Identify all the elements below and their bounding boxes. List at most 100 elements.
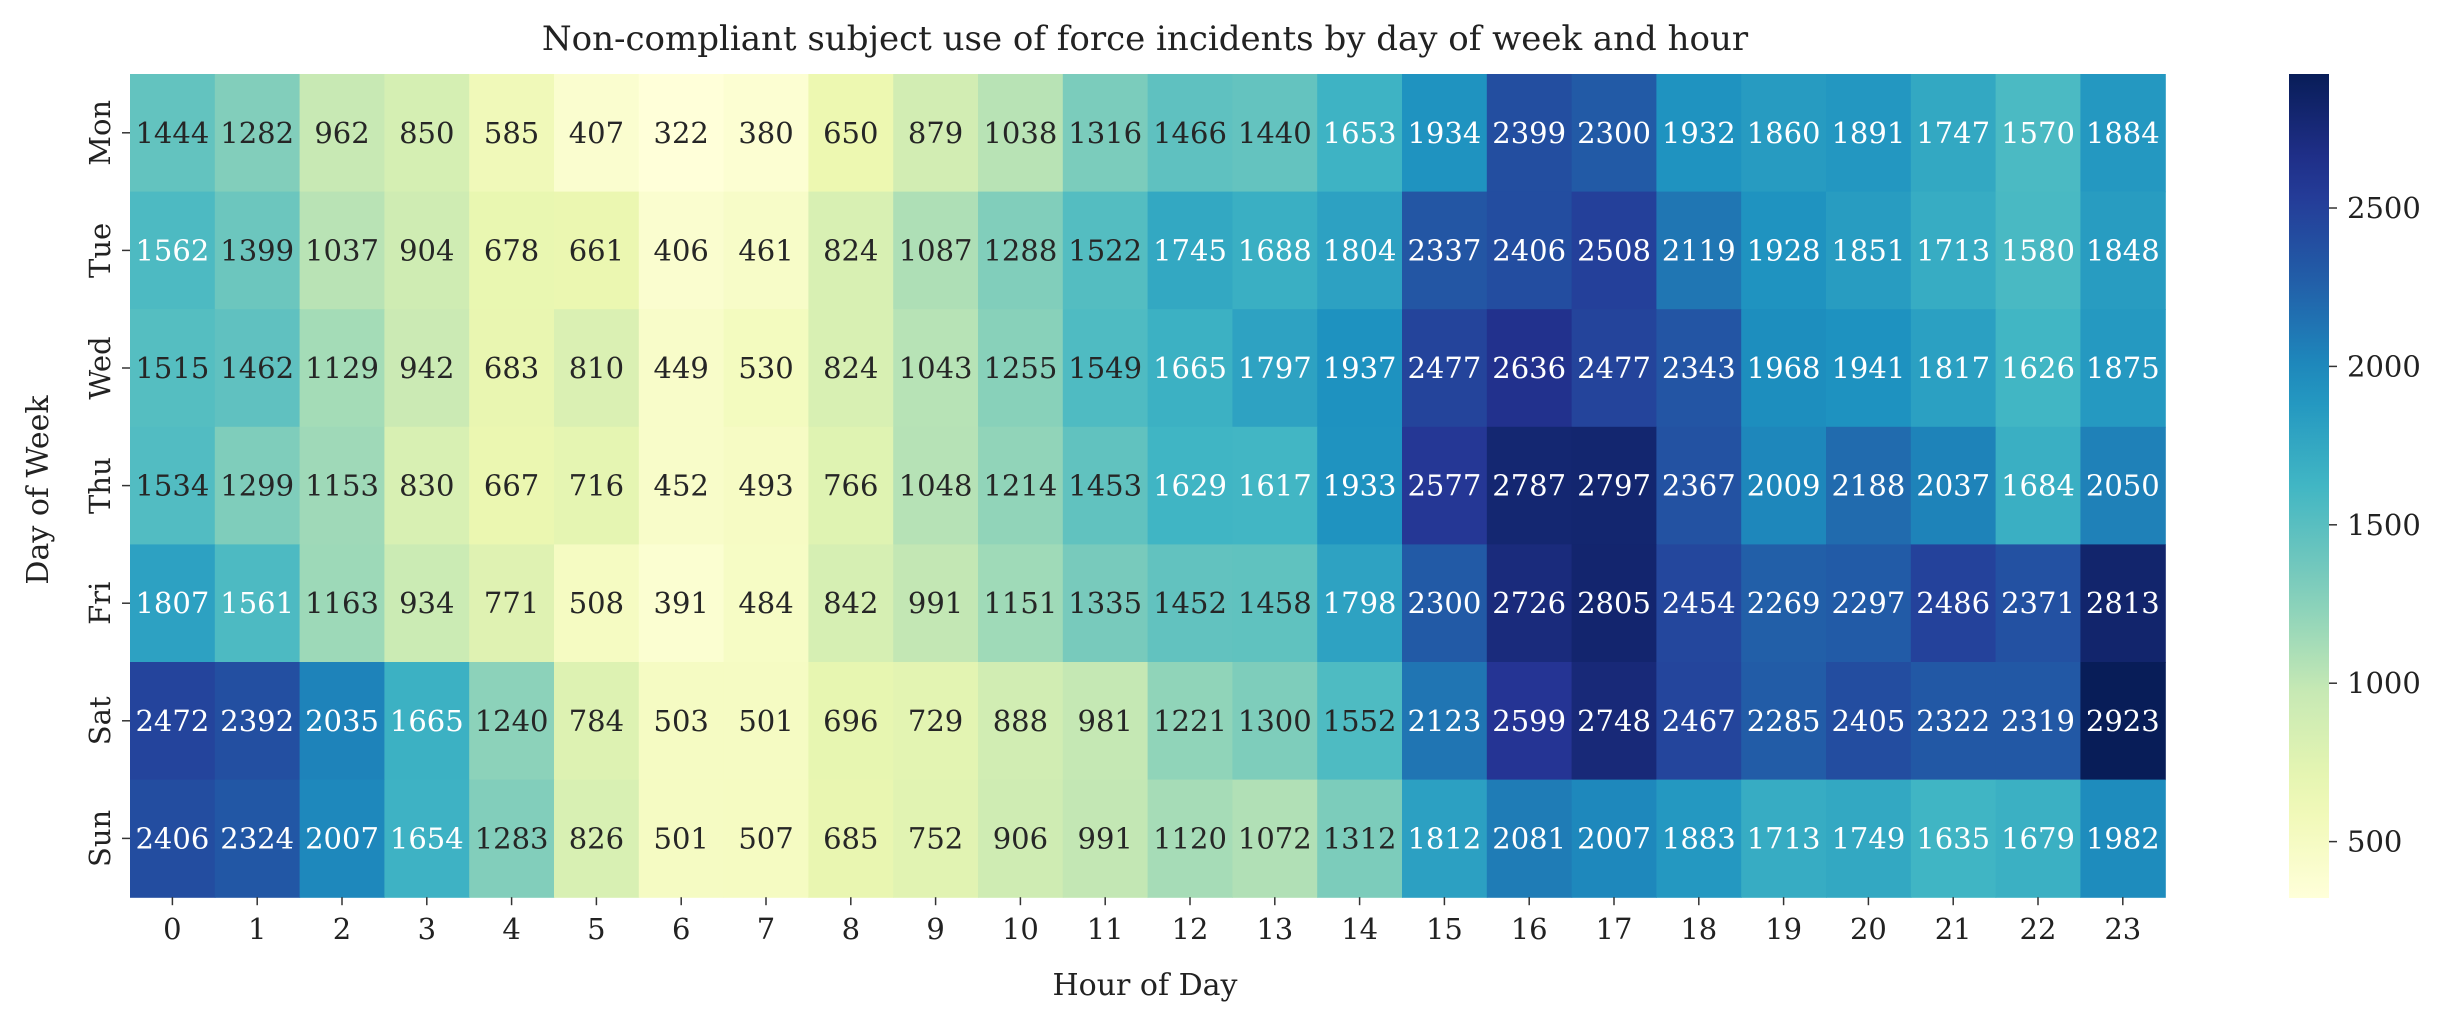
cell-value-label: 1665	[1153, 351, 1227, 385]
heatmap-cell	[130, 544, 216, 663]
cell-value-label: 1288	[983, 233, 1057, 267]
cell-value-label: 2037	[1916, 469, 1990, 503]
heatmap-cell	[299, 191, 385, 310]
cell-value-label: 2009	[1747, 469, 1821, 503]
cell-value-label: 1684	[2001, 469, 2075, 503]
cell-value-label: 2050	[2086, 469, 2160, 503]
cell-value-label: 1552	[1323, 704, 1397, 738]
heatmap-cell	[1910, 544, 1997, 663]
heatmap-cell	[1486, 426, 1573, 545]
heatmap-cell	[1402, 309, 1488, 428]
heatmap-cell	[893, 309, 979, 428]
cell-value-label: 2454	[1662, 586, 1736, 620]
heatmap-cell	[1741, 544, 1827, 663]
heatmap-cell	[1402, 74, 1488, 193]
cell-value-label: 2797	[1577, 469, 1651, 503]
cell-value-label: 2477	[1577, 351, 1651, 385]
heatmap-cell	[384, 191, 470, 310]
cell-value-label: 2472	[135, 704, 209, 738]
heatmap-cell	[1147, 544, 1233, 663]
cell-value-label: 2923	[2086, 704, 2160, 738]
cell-value-label: 1299	[220, 469, 294, 503]
cell-value-label: 1713	[1747, 821, 1821, 855]
cell-value-label: 2787	[1492, 469, 1566, 503]
heatmap-cell	[1062, 309, 1149, 428]
heatmap-cell	[1656, 191, 1742, 310]
heatmap-cell	[1995, 74, 2081, 193]
cell-value-label: 962	[314, 116, 369, 150]
cell-value-label: 1534	[135, 469, 209, 503]
cell-value-label: 2599	[1492, 704, 1566, 738]
heatmap-cell	[1402, 779, 1488, 898]
cell-value-label: 1087	[899, 233, 973, 267]
x-tick-label: 5	[587, 912, 605, 946]
colorbar-tick-label: 1500	[2347, 508, 2421, 542]
cell-value-label: 407	[569, 116, 624, 150]
cell-value-label: 1848	[2086, 233, 2160, 267]
heatmap-cell	[1232, 191, 1318, 310]
heatmap-cells: 1444 1282 962 850 585 407 322 380 650 879 1038 1316…	[130, 74, 2166, 898]
heatmap-cell	[130, 426, 216, 545]
heatmap-cell	[554, 779, 640, 898]
heatmap-cell	[384, 74, 470, 193]
heatmap-cell	[1910, 426, 1997, 545]
cell-value-label: 1570	[2001, 116, 2075, 150]
heatmap-cell	[299, 309, 385, 428]
heatmap-cell	[1402, 426, 1488, 545]
heatmap-cell	[1317, 426, 1403, 545]
heatmap-cell	[638, 309, 725, 428]
colorbar-tick-label: 500	[2347, 825, 2402, 859]
cell-value-label: 685	[823, 821, 878, 855]
cell-value-label: 1255	[983, 351, 1057, 385]
cell-value-label: 1153	[305, 469, 379, 503]
heatmap-cell	[1995, 544, 2081, 663]
heatmap-cell	[1571, 779, 1657, 898]
cell-value-label: 661	[569, 233, 624, 267]
heatmap-cell	[1995, 662, 2081, 781]
cell-value-label: 2367	[1662, 469, 1736, 503]
x-tick-label: 17	[1596, 912, 1633, 946]
heatmap-cell	[1147, 779, 1233, 898]
heatmap-cell	[1656, 426, 1742, 545]
cell-value-label: 1884	[2086, 116, 2160, 150]
colorbar-gradient	[2289, 74, 2329, 898]
heatmap-cell	[978, 426, 1064, 545]
heatmap-cell	[214, 779, 301, 898]
cell-value-label: 1462	[220, 351, 294, 385]
cell-value-label: 1812	[1407, 821, 1481, 855]
x-tick-label: 7	[757, 912, 775, 946]
heatmap-cell	[554, 544, 640, 663]
heatmap-cell	[1486, 309, 1573, 428]
heatmap-cell	[130, 662, 216, 781]
heatmap-cell	[384, 426, 470, 545]
heatmap-cell	[1147, 309, 1233, 428]
cell-value-label: 2486	[1916, 586, 1990, 620]
cell-value-label: 2467	[1662, 704, 1736, 738]
cell-value-label: 1221	[1153, 704, 1227, 738]
heatmap-cell	[554, 662, 640, 781]
cell-value-label: 696	[823, 704, 878, 738]
cell-value-label: 1883	[1662, 821, 1736, 855]
x-tick-label: 23	[2104, 912, 2141, 946]
heatmap-cell	[1826, 662, 1912, 781]
cell-value-label: 991	[1078, 821, 1133, 855]
cell-value-label: 2508	[1577, 233, 1651, 267]
heatmap-cell	[723, 426, 809, 545]
heatmap-cell	[130, 779, 216, 898]
cell-value-label: 2406	[135, 821, 209, 855]
heatmap-cell	[1486, 191, 1573, 310]
cell-value-label: 2007	[305, 821, 379, 855]
cell-value-label: 2337	[1407, 233, 1481, 267]
cell-value-label: 1875	[2086, 351, 2160, 385]
cell-value-label: 1458	[1238, 586, 1312, 620]
heatmap-cell	[469, 74, 555, 193]
cell-value-label: 1214	[983, 469, 1057, 503]
cell-value-label: 771	[484, 586, 539, 620]
heatmap-cell	[1571, 74, 1657, 193]
heatmap-cell	[638, 662, 725, 781]
cell-value-label: 1928	[1747, 233, 1821, 267]
cell-value-label: 1580	[2001, 233, 2075, 267]
cell-value-label: 942	[399, 351, 454, 385]
heatmap-cell	[638, 426, 725, 545]
heatmap-cell	[299, 74, 385, 193]
